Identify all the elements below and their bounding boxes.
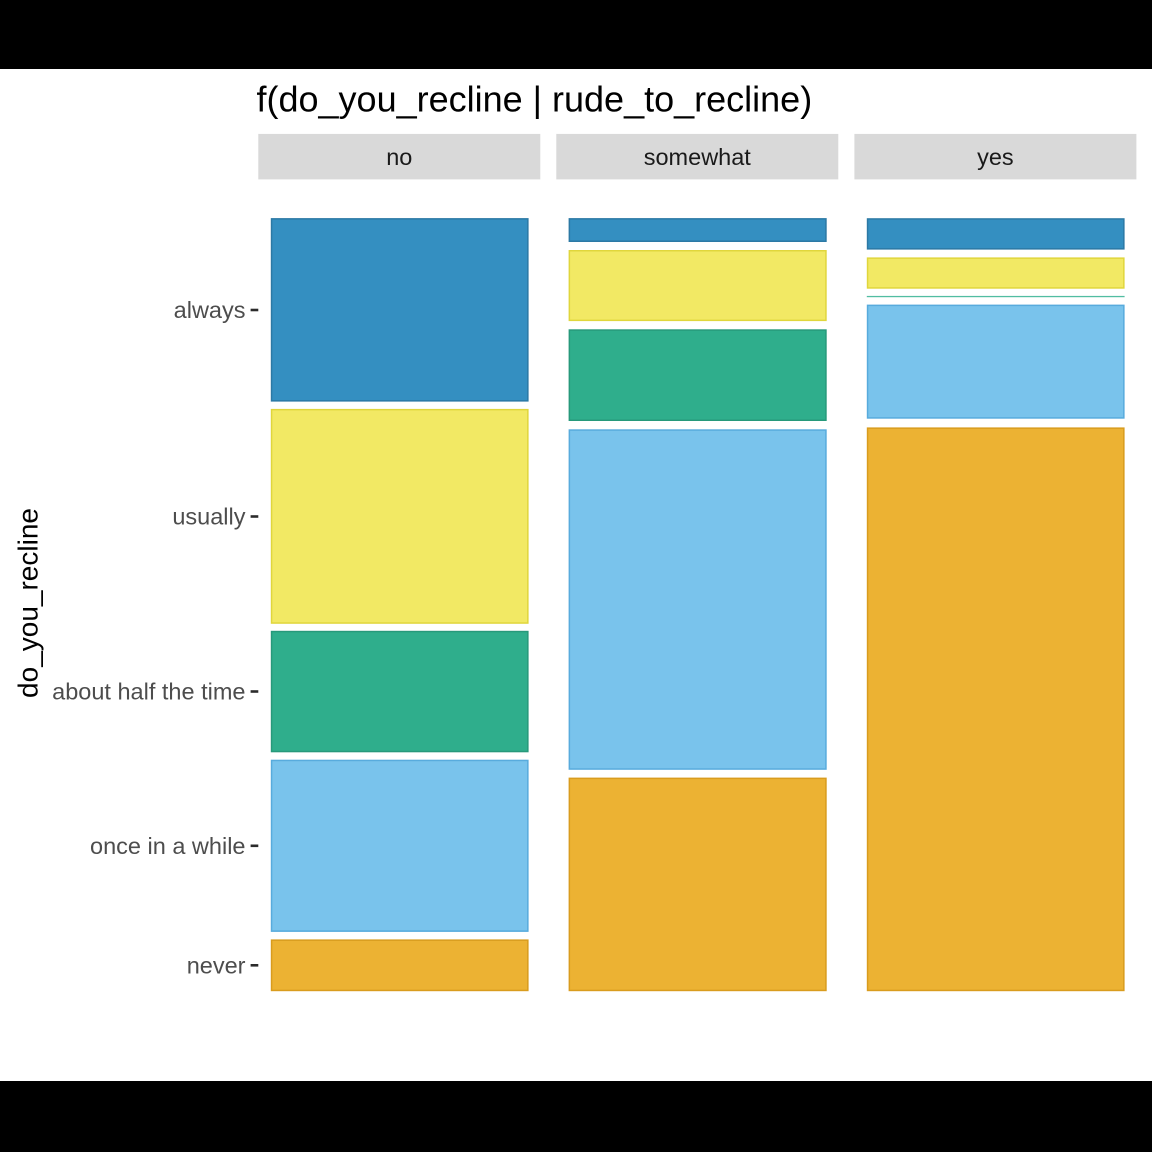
svg-text:f(do_you_recline | rude_to_rec: f(do_you_recline | rude_to_recline) <box>257 79 813 120</box>
svg-text:usually: usually <box>172 504 245 530</box>
svg-text:no: no <box>386 144 412 170</box>
svg-text:do_you_recline: do_you_recline <box>13 508 44 698</box>
svg-text:yes: yes <box>977 144 1014 170</box>
svg-text:once in a while: once in a while <box>90 833 245 859</box>
svg-text:about half the time: about half the time <box>52 679 245 705</box>
svg-text:somewhat: somewhat <box>644 144 752 170</box>
svg-text:always: always <box>174 297 246 323</box>
svg-text:never: never <box>187 953 246 979</box>
